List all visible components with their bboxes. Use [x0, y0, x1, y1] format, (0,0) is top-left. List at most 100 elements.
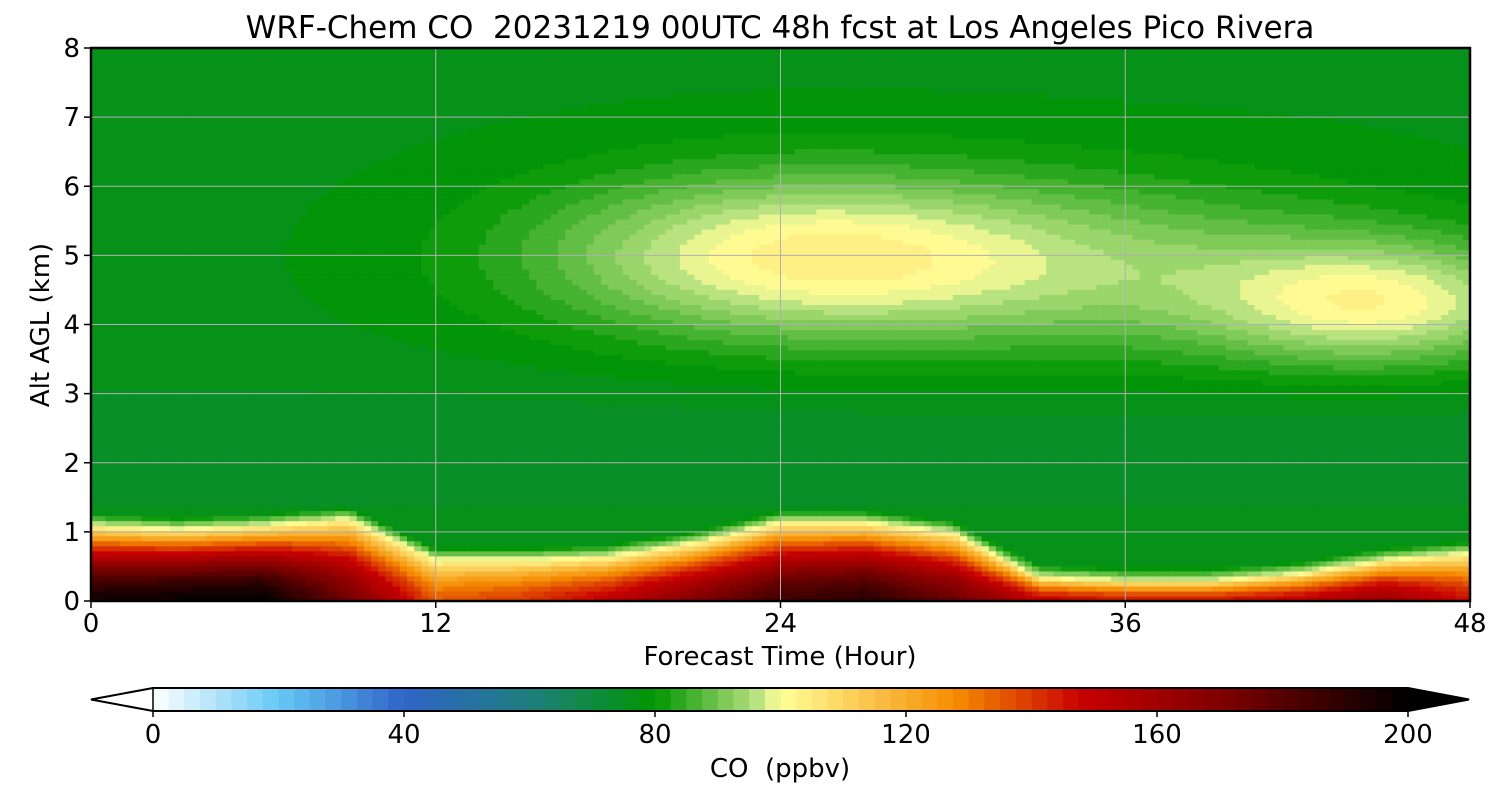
contour-cell — [1046, 505, 1055, 512]
contour-cell — [91, 465, 99, 471]
contour-cell — [148, 560, 157, 567]
contour-cell — [292, 470, 300, 476]
contour-cell — [1175, 470, 1184, 476]
contour-cell — [1125, 515, 1134, 522]
contour-cell — [1426, 565, 1435, 572]
contour-cell — [1039, 560, 1047, 567]
contour-cell — [1398, 595, 1406, 601]
contour-cell — [471, 555, 480, 562]
contour-cell — [981, 560, 990, 567]
contour-cell — [737, 525, 746, 532]
contour-cell — [141, 580, 150, 587]
contour-cell — [392, 535, 401, 542]
contour-cell — [644, 590, 652, 597]
contour-cell — [1132, 575, 1141, 582]
contour-cell — [1319, 550, 1327, 557]
contour-cell — [945, 520, 954, 527]
contour-cell — [1412, 480, 1421, 486]
contour-cell — [313, 580, 322, 587]
contour-cell — [205, 590, 214, 597]
contour-cell — [1182, 555, 1191, 562]
contour-cell — [701, 515, 710, 522]
contour-cell — [1319, 480, 1327, 486]
contour-cell — [170, 545, 178, 552]
contour-cell — [1240, 515, 1248, 522]
contour-cell — [1240, 525, 1248, 532]
contour-cell — [600, 490, 609, 497]
contour-cell — [1455, 565, 1464, 572]
contour-cell — [708, 570, 717, 577]
contour-cell — [205, 515, 214, 522]
contour-cell — [615, 475, 624, 481]
contour-cell — [1448, 515, 1457, 522]
contour-cell — [658, 475, 667, 481]
contour-cell — [1225, 495, 1234, 502]
contour-cell — [1254, 530, 1263, 537]
contour-cell — [593, 475, 602, 481]
contour-cell — [320, 500, 329, 507]
contour-cell — [679, 480, 688, 486]
contour-cell — [816, 575, 825, 582]
contour-cell — [1355, 510, 1363, 517]
contour-cell — [945, 555, 954, 562]
contour-cell — [1024, 530, 1033, 537]
contour-cell — [758, 530, 767, 537]
contour-cell — [636, 595, 645, 601]
contour-cell — [1462, 595, 1470, 601]
contour-cell — [1441, 505, 1450, 512]
contour-cell — [1175, 500, 1184, 507]
contour-cell — [256, 585, 264, 592]
contour-cell — [1441, 530, 1450, 537]
contour-cell — [852, 555, 861, 562]
contour-cell — [1362, 500, 1371, 507]
contour-cell — [952, 520, 961, 527]
contour-cell — [1118, 515, 1126, 522]
contour-cell — [679, 490, 688, 497]
contour-cell — [881, 565, 889, 572]
contour-cell — [198, 515, 207, 522]
contour-cell — [284, 530, 293, 537]
contour-cell — [665, 555, 674, 562]
contour-cell — [967, 550, 976, 557]
contour-cell — [356, 490, 365, 497]
contour-cell — [500, 565, 509, 572]
contour-cell — [1204, 510, 1213, 517]
contour-cell — [1204, 480, 1213, 486]
contour-cell — [802, 565, 810, 572]
contour-cell — [1340, 480, 1349, 486]
contour-cell — [694, 590, 703, 597]
contour-cell — [464, 585, 473, 592]
contour-cell — [91, 485, 99, 491]
contour-cell — [328, 575, 336, 582]
contour-cell — [916, 580, 925, 587]
contour-cell — [1390, 490, 1399, 497]
contour-cell — [148, 570, 157, 577]
contour-cell — [1053, 585, 1062, 592]
contour-cell — [1218, 520, 1227, 527]
contour-cell — [1426, 595, 1435, 601]
contour-cell — [557, 470, 566, 476]
contour-cell — [1261, 550, 1270, 557]
contour-cell — [593, 590, 602, 597]
contour-cell — [1362, 590, 1371, 597]
contour-cell — [1261, 475, 1270, 481]
contour-cell — [895, 595, 904, 601]
contour-cell — [1211, 560, 1220, 567]
contour-cell — [1297, 500, 1306, 507]
contour-cell — [112, 465, 121, 471]
contour-cell — [694, 470, 703, 476]
contour-cell — [1225, 545, 1234, 552]
contour-cell — [213, 545, 221, 552]
contour-cell — [227, 470, 236, 476]
contour-cell — [780, 510, 789, 517]
contour-cell — [1412, 530, 1421, 537]
contour-cell — [1046, 570, 1055, 577]
contour-cell — [1412, 500, 1421, 507]
contour-cell — [1010, 495, 1019, 502]
contour-cell — [794, 495, 803, 502]
contour-cell — [902, 495, 911, 502]
contour-cell — [766, 505, 774, 512]
contour-cell — [1462, 525, 1470, 532]
contour-cell — [141, 575, 150, 582]
contour-cell — [414, 495, 422, 502]
